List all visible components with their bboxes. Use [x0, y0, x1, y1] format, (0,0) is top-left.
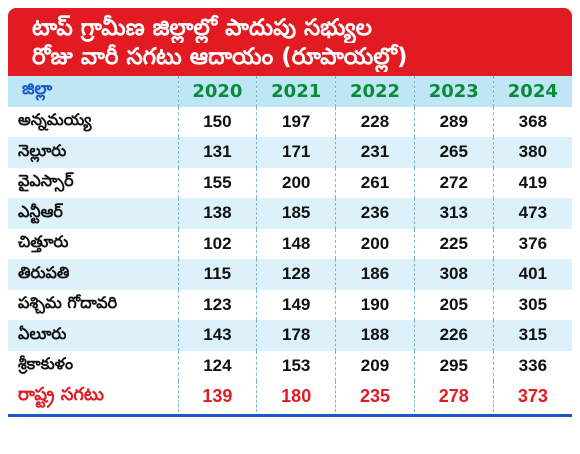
- table-cell: 225: [413, 228, 494, 259]
- district-name: వైఎస్సార్: [8, 167, 178, 198]
- table-cell: 376: [492, 228, 572, 259]
- table-row: నెల్లూరు 131 171 231 265 380: [8, 137, 572, 168]
- district-name: ఎన్టీఆర్: [8, 198, 178, 229]
- table-cell: 124: [177, 350, 257, 381]
- state-average-row: రాష్ట్ర సగటు 139 180 235 278 373: [8, 381, 572, 412]
- table-cell: 102: [177, 228, 257, 259]
- table-cell: 231: [335, 137, 415, 168]
- average-cell: 180: [256, 381, 336, 412]
- table-cell: 178: [256, 320, 336, 351]
- district-name: శ్రీకాకుళం: [8, 350, 178, 381]
- district-name: ఏలూరు: [8, 320, 178, 351]
- table-cell: 305: [492, 289, 572, 320]
- table-row: ఎన్టీఆర్ 138 185 236 313 473: [8, 198, 572, 229]
- header-year: 2021: [256, 76, 336, 107]
- table-cell: 171: [256, 137, 336, 168]
- table-row: పశ్చిమ గోదావరి 123 149 190 205 305: [8, 289, 572, 320]
- average-cell: 139: [177, 381, 257, 412]
- header-year: 2022: [335, 76, 415, 107]
- table-cell: 155: [177, 167, 257, 198]
- table-row: ఏలూరు 143 178 188 226 315: [8, 320, 572, 351]
- table-cell: 131: [177, 137, 257, 168]
- table-cell: 200: [335, 228, 415, 259]
- table-cell: 200: [256, 167, 336, 198]
- header-district: జిల్లా: [8, 76, 178, 107]
- bottom-rule: [8, 413, 572, 417]
- table-cell: 209: [335, 350, 415, 381]
- table-cell: 115: [177, 259, 257, 290]
- header-year: 2024: [492, 76, 572, 107]
- table-cell: 261: [335, 167, 415, 198]
- title-line-1: టాప్ గ్రామీణ జిల్లాల్లో పాదుపు సభ్యుల: [32, 15, 372, 41]
- table-cell: 149: [256, 289, 336, 320]
- table-cell: 336: [492, 350, 572, 381]
- table-cell: 236: [335, 198, 415, 229]
- table-cell: 401: [492, 259, 572, 290]
- table-row: చిత్తూరు 102 148 200 225 376: [8, 228, 572, 259]
- table-cell: 473: [492, 198, 572, 229]
- table-cell: 380: [492, 137, 572, 168]
- table-cell: 226: [413, 320, 494, 351]
- table-cell: 197: [256, 106, 336, 137]
- table-cell: 205: [413, 289, 494, 320]
- table-row: శ్రీకాకుళం 124 153 209 295 336: [8, 350, 572, 381]
- table-cell: 265: [413, 137, 494, 168]
- table-cell: 313: [413, 198, 494, 229]
- table-row: తిరుపతి 115 128 186 308 401: [8, 259, 572, 290]
- table-cell: 128: [256, 259, 336, 290]
- table-cell: 190: [335, 289, 415, 320]
- table-header-row: జిల్లా 2020 2021 2022 2023 2024: [8, 76, 572, 107]
- table-cell: 368: [492, 106, 572, 137]
- table-cell: 272: [413, 167, 494, 198]
- district-name: చిత్తూరు: [8, 228, 178, 259]
- header-year: 2023: [413, 76, 494, 107]
- table-cell: 188: [335, 320, 415, 351]
- district-name: అన్నమయ్య: [8, 106, 178, 137]
- table-cell: 123: [177, 289, 257, 320]
- table-cell: 289: [413, 106, 494, 137]
- table-cell: 186: [335, 259, 415, 290]
- table-cell: 185: [256, 198, 336, 229]
- title-line-2: రోజు వారీ సగటు ఆదాయం (రూపాయల్లో): [32, 44, 408, 70]
- table-cell: 138: [177, 198, 257, 229]
- district-name: తిరుపతి: [8, 259, 178, 290]
- table-cell: 419: [492, 167, 572, 198]
- average-cell: 373: [492, 381, 572, 412]
- table-cell: 150: [177, 106, 257, 137]
- table-cell: 295: [413, 350, 494, 381]
- state-average-label: రాష్ట్ర సగటు: [8, 381, 178, 412]
- table-cell: 228: [335, 106, 415, 137]
- average-cell: 235: [335, 381, 415, 412]
- title-banner: టాప్ గ్రామీణ జిల్లాల్లో పాదుపు సభ్యుల రో…: [8, 8, 572, 76]
- income-table: జిల్లా 2020 2021 2022 2023 2024 అన్నమయ్య…: [8, 76, 572, 412]
- table-cell: 148: [256, 228, 336, 259]
- table-cell: 308: [413, 259, 494, 290]
- table-row: అన్నమయ్య 150 197 228 289 368: [8, 106, 572, 137]
- header-year: 2020: [177, 76, 257, 107]
- table-cell: 315: [492, 320, 572, 351]
- table-cell: 153: [256, 350, 336, 381]
- average-cell: 278: [413, 381, 494, 412]
- district-name: పశ్చిమ గోదావరి: [8, 289, 178, 320]
- district-name: నెల్లూరు: [8, 137, 178, 168]
- table-row: వైఎస్సార్ 155 200 261 272 419: [8, 167, 572, 198]
- table-cell: 143: [177, 320, 257, 351]
